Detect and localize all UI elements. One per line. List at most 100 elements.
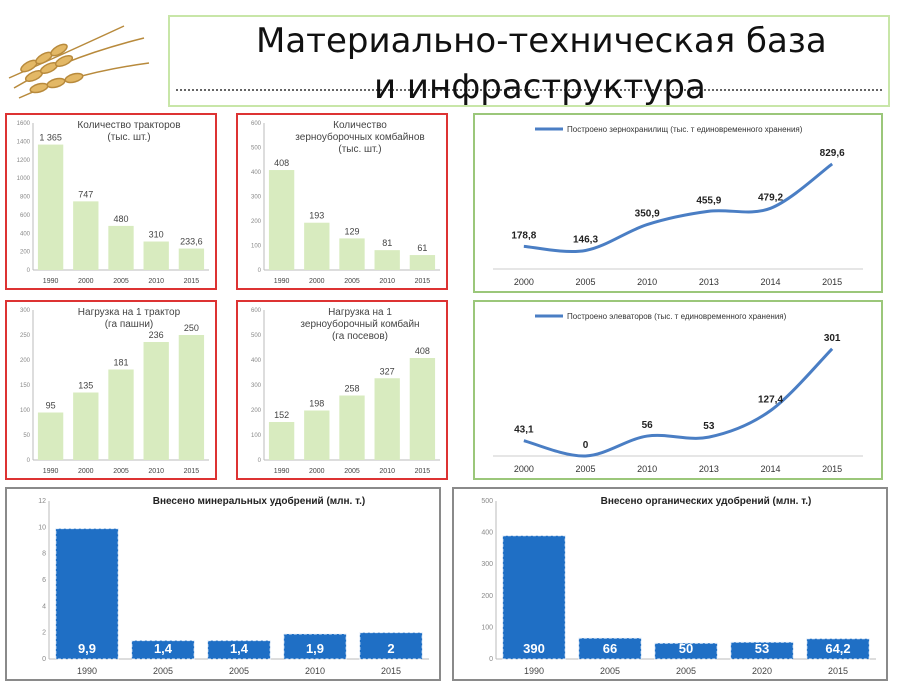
data-label: 152: [274, 410, 289, 420]
data-label: 178,8: [511, 230, 536, 241]
x-tick-label: 2005: [344, 278, 360, 285]
bar-1990: [37, 144, 64, 270]
data-label: 350,9: [635, 209, 660, 220]
x-tick-label: 2005: [113, 468, 129, 475]
y-tick-label: 100: [251, 433, 262, 439]
bar-1990: [502, 535, 566, 660]
y-tick-label: 500: [251, 333, 262, 339]
x-tick-label: 2014: [760, 277, 780, 287]
y-tick-label: 200: [251, 219, 262, 225]
data-label: 408: [415, 346, 430, 356]
x-tick-label: 2020: [752, 666, 772, 676]
bar-2010: [374, 378, 400, 460]
y-tick-label: 2: [42, 630, 46, 637]
data-label: 64,2: [825, 641, 850, 656]
x-tick-label: 2010: [305, 666, 325, 676]
y-tick-label: 500: [481, 498, 493, 505]
bar-2005: [654, 642, 718, 660]
data-label: 146,3: [573, 234, 598, 245]
y-tick-label: 0: [27, 458, 31, 464]
bar-1990: [37, 412, 64, 460]
x-tick-label: 2000: [309, 278, 325, 285]
bar-2005: [108, 225, 134, 270]
x-tick-label: 2005: [229, 666, 249, 676]
y-tick-label: 400: [20, 231, 31, 237]
legend-label: Построено зернохранилищ (тыс. т единовре…: [567, 125, 803, 134]
data-label: 408: [274, 158, 289, 168]
data-label: 455,9: [696, 195, 721, 206]
data-label: 50: [679, 641, 693, 656]
data-label: 1,4: [230, 641, 249, 656]
title-box: Материально-техническая база и инфрастру…: [168, 15, 890, 107]
data-label: 56: [642, 420, 654, 431]
bar-2005: [339, 238, 365, 270]
data-label: 1 365: [39, 133, 62, 143]
data-label: 310: [149, 230, 164, 240]
bar-2020: [730, 641, 794, 660]
x-tick-label: 2005: [344, 468, 360, 475]
bar-2005: [131, 640, 195, 660]
dotted-divider: [176, 89, 882, 91]
x-tick-label: 1990: [43, 278, 59, 285]
x-tick-label: 1990: [524, 666, 544, 676]
bar-2015: [409, 255, 436, 270]
page-title-line1: Материально-техническая база: [256, 21, 827, 61]
x-tick-label: 2000: [514, 464, 534, 474]
elevators-chart-panel: Построено элеваторов (тыс. т единовремен…: [473, 300, 883, 480]
x-tick-label: 2005: [153, 666, 173, 676]
y-tick-label: 1600: [17, 121, 31, 127]
y-tick-label: 1200: [17, 158, 31, 164]
legend-label: Построено элеваторов (тыс. т единовремен…: [567, 312, 787, 321]
data-label: 43,1: [514, 425, 534, 436]
data-label: 53: [703, 421, 715, 432]
y-tick-label: 8: [42, 551, 46, 558]
x-tick-label: 2015: [184, 468, 200, 475]
chart-title: (га пашни): [105, 319, 154, 330]
x-tick-label: 2005: [575, 464, 595, 474]
data-label: 53: [755, 641, 769, 656]
y-tick-label: 200: [251, 408, 262, 414]
data-label: 233,6: [180, 237, 203, 247]
chart-title: зерноуборочный комбайн: [300, 318, 419, 330]
x-tick-label: 2000: [309, 468, 325, 475]
y-tick-label: 200: [20, 250, 31, 256]
bar-2005: [578, 637, 642, 660]
y-tick-label: 600: [251, 308, 262, 314]
y-tick-label: 300: [481, 561, 493, 568]
chart-title: (тыс. шт.): [107, 132, 150, 143]
load-combine-chart-panel: 0 100 200 300 400 500 600 152 1990 198 2000 258 2005…: [236, 300, 448, 480]
x-tick-label: 2010: [379, 278, 395, 285]
y-tick-label: 600: [251, 121, 262, 127]
y-tick-label: 400: [251, 170, 262, 176]
chart-title: Внесено органических удобрений (млн. т.): [601, 495, 812, 507]
bar-2015: [178, 335, 205, 460]
bar-2015: [359, 632, 423, 660]
x-tick-label: 2010: [148, 278, 164, 285]
data-label: 81: [382, 238, 392, 248]
y-tick-label: 1000: [17, 176, 31, 182]
x-tick-label: 2010: [379, 468, 395, 475]
data-label: 250: [184, 323, 199, 333]
y-tick-label: 200: [481, 593, 493, 600]
bar-2015: [409, 358, 436, 460]
x-tick-label: 2000: [78, 278, 94, 285]
series-line: [523, 347, 834, 458]
data-label: 0: [583, 440, 589, 451]
x-tick-label: 2000: [514, 277, 534, 287]
data-label: 1,9: [306, 641, 324, 656]
y-tick-label: 500: [251, 146, 262, 152]
y-tick-label: 100: [20, 408, 31, 414]
x-tick-label: 2005: [600, 666, 620, 676]
data-label: 258: [344, 384, 359, 394]
y-tick-label: 400: [251, 358, 262, 364]
y-tick-label: 100: [481, 624, 493, 631]
bar-2010: [283, 633, 347, 660]
x-tick-label: 2015: [828, 666, 848, 676]
y-tick-label: 0: [258, 458, 262, 464]
chart-title: Количество: [333, 120, 387, 131]
chart-title: Внесено минеральных удобрений (млн. т.): [153, 495, 366, 507]
data-label: 747: [78, 189, 93, 199]
data-label: 61: [417, 243, 427, 253]
data-label: 95: [46, 401, 56, 411]
bar-2005: [339, 395, 365, 460]
